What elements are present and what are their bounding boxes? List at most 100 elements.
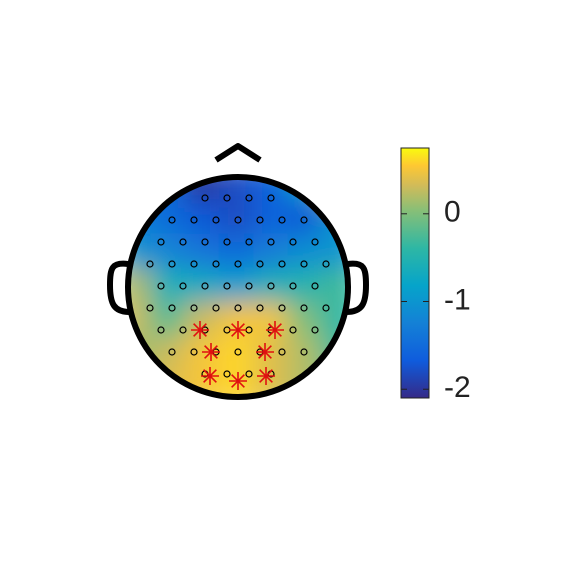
significant-electrode — [191, 321, 209, 339]
field-cell — [129, 178, 155, 204]
electrode — [179, 238, 187, 246]
field-cell — [218, 178, 258, 204]
asterisk-stroke — [203, 369, 217, 383]
significant-electrode — [229, 372, 247, 390]
field-cell — [321, 267, 347, 307]
electrode — [256, 216, 264, 224]
significant-electrode — [202, 343, 220, 361]
asterisk-stroke — [268, 323, 282, 337]
electrode — [300, 216, 308, 224]
asterisk-stroke — [204, 345, 218, 359]
electrode — [289, 326, 297, 334]
field-cell — [253, 336, 292, 375]
head-outline — [107, 143, 369, 400]
electrode — [267, 238, 275, 246]
electrode — [234, 260, 242, 268]
electrode — [223, 370, 231, 378]
electrode — [168, 216, 176, 224]
significant-electrode — [257, 367, 275, 385]
field-cell — [218, 233, 258, 272]
asterisk-stroke — [193, 323, 207, 337]
electrode — [168, 348, 176, 356]
electrode — [190, 348, 198, 356]
electrode — [234, 216, 242, 224]
electrode — [157, 326, 165, 334]
electrode — [157, 282, 165, 290]
electrode — [245, 370, 253, 378]
significant-electrode — [266, 321, 284, 339]
electrode — [190, 260, 198, 268]
electrode — [245, 194, 253, 202]
electrode — [278, 260, 286, 268]
electrode — [267, 282, 275, 290]
electrode — [201, 238, 209, 246]
electrode — [278, 304, 286, 312]
asterisk-stroke — [231, 323, 245, 337]
electrode — [234, 304, 242, 312]
field-cell — [287, 267, 326, 307]
electrodes — [146, 194, 330, 390]
field-cell — [287, 336, 326, 375]
field-cell — [321, 370, 347, 396]
electrode — [311, 238, 319, 246]
field-cell — [321, 178, 347, 204]
electrode — [234, 348, 242, 356]
electrode — [190, 304, 198, 312]
colorbar-ticks: 0 -1 -2 — [401, 196, 471, 404]
colorbar-tick-label: -1 — [444, 283, 471, 316]
electrode — [157, 238, 165, 246]
electrode — [322, 304, 330, 312]
electrode — [168, 260, 176, 268]
electrode — [278, 348, 286, 356]
asterisk-stroke — [258, 345, 272, 359]
significant-electrode — [229, 321, 247, 339]
significant-electrode — [201, 367, 219, 385]
field-cell — [129, 370, 155, 396]
electrode — [168, 304, 176, 312]
electrode — [267, 194, 275, 202]
electrode — [223, 282, 231, 290]
field-cell — [184, 199, 223, 238]
field-cell — [129, 267, 155, 307]
electrode — [223, 238, 231, 246]
electrode — [201, 282, 209, 290]
electrode — [322, 260, 330, 268]
electrode — [300, 348, 308, 356]
colorbar — [400, 147, 430, 399]
asterisk-stroke — [231, 374, 245, 388]
electrode — [256, 260, 264, 268]
electrode — [223, 194, 231, 202]
significant-electrode — [256, 343, 274, 361]
electrode — [289, 238, 297, 246]
electrode — [289, 282, 297, 290]
electrode — [146, 304, 154, 312]
field-cell — [150, 267, 189, 307]
electrode — [300, 260, 308, 268]
electrode — [245, 238, 253, 246]
electrode — [300, 304, 308, 312]
electrode — [146, 260, 154, 268]
field-cell — [253, 199, 292, 238]
electrode — [311, 282, 319, 290]
electrode — [212, 304, 220, 312]
electrode — [256, 304, 264, 312]
electrode — [278, 216, 286, 224]
electrode — [212, 216, 220, 224]
electrode — [179, 282, 187, 290]
electrode — [201, 194, 209, 202]
electrode — [212, 260, 220, 268]
electrode — [179, 326, 187, 334]
field-cell — [218, 199, 258, 238]
field-cell — [184, 267, 223, 307]
field-cell — [150, 336, 189, 375]
electrode — [311, 326, 319, 334]
field-cell — [253, 267, 292, 307]
electrode — [190, 216, 198, 224]
colorbar-tick-label: 0 — [444, 196, 461, 229]
asterisk-stroke — [259, 369, 273, 383]
colorbar-tick-label: -2 — [444, 371, 471, 404]
field-cell — [253, 302, 292, 341]
field-cell — [218, 267, 258, 307]
electrode — [245, 282, 253, 290]
